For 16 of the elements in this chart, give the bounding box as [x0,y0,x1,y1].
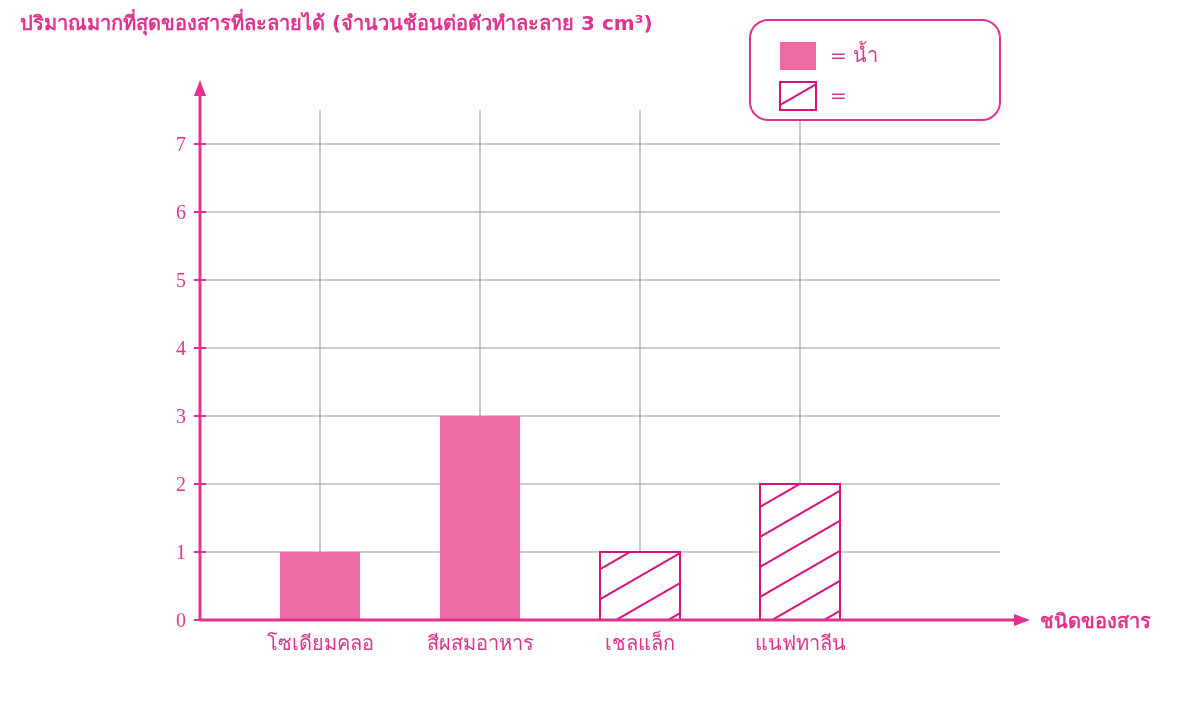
x-tick-label: โซเดียมคลอ [266,631,374,655]
y-tick-label: 6 [176,201,186,223]
x-tick-label: เชลแล็ก [605,630,675,655]
y-tick-label: 2 [176,473,186,495]
y-tick-label: 3 [176,405,186,427]
y-tick-label: 0 [176,609,186,631]
y-tick-label: 1 [176,541,186,563]
y-tick-label: 7 [176,133,186,155]
x-tick-label: แนฟทาลีน [754,631,846,655]
y-tick-label: 5 [176,269,186,291]
y-axis-title: ปริมาณมากที่สุดของสารที่ละลายได้ (จำนวนช้อนต่อตัวทำละลาย 3 cm³) [20,8,653,36]
legend-label: = น้ำ [830,41,879,67]
x-tick-label: สีผสมอาหาร [426,631,534,655]
legend-label: = [830,83,847,107]
y-tick-label: 4 [176,337,186,359]
x-axis-title: ชนิดของสาร [1040,609,1151,633]
